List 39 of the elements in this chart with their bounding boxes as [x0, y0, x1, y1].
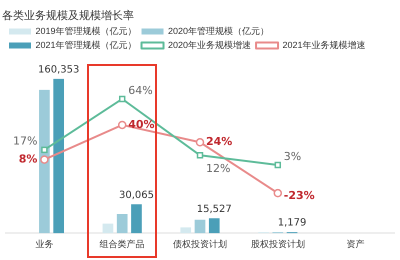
point	[118, 96, 126, 102]
data-label: 17%	[12, 134, 38, 148]
x-tick-label: 债权投资计划	[173, 239, 227, 250]
point	[41, 146, 48, 154]
bar	[180, 227, 192, 234]
bar	[102, 224, 114, 234]
point	[40, 155, 49, 164]
chart-title: 各类业务规模及规模增长率	[2, 8, 134, 23]
legend-label: 2020年业务规模增速	[168, 40, 252, 50]
legend-label: 2020年管理规模（亿元）	[168, 26, 270, 36]
data-label: 12%	[206, 162, 230, 176]
legend-label: 2021年管理规模（亿元）	[36, 40, 137, 50]
bar	[39, 90, 50, 234]
point	[274, 188, 282, 198]
point	[274, 162, 282, 168]
bar	[116, 214, 128, 234]
point	[196, 152, 204, 158]
x-tick-label: 资产	[346, 239, 365, 250]
data-label: 64%	[128, 84, 153, 97]
data-label: -23%	[284, 189, 315, 202]
data-label: 15,527	[196, 204, 232, 215]
bar	[131, 204, 142, 234]
data-label: 24%	[206, 135, 232, 148]
x-tick-label: 业务	[35, 239, 54, 250]
data-label: 8%	[18, 152, 38, 166]
legend-label: 2021年业务规模增速	[282, 40, 366, 50]
data-label: 40%	[128, 118, 155, 131]
bar	[194, 220, 206, 234]
data-label: 3%	[284, 150, 302, 163]
legend-label: 2019年管理规模（亿元）	[36, 26, 137, 36]
point	[196, 138, 204, 147]
x-tick-label: 股权投资计划	[250, 239, 305, 250]
x-tick-label: 组合类产品	[100, 239, 145, 250]
bar	[53, 78, 64, 234]
point	[118, 120, 126, 130]
data-label: 1,179	[278, 218, 306, 229]
data-label: 30,065	[118, 190, 154, 201]
data-label: 160,353	[38, 64, 80, 76]
bar	[208, 218, 220, 234]
